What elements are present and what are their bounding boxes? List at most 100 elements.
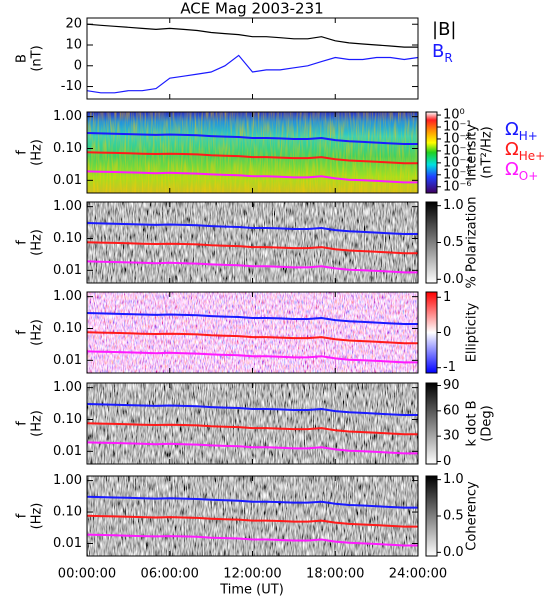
x-tick-label: 24:00:00 (389, 567, 447, 582)
legend-subscript: He+ (519, 149, 545, 163)
legend-subscript: O+ (519, 169, 539, 183)
colorbar-tick-label: 0.0 (443, 272, 464, 287)
chart-title: ACE Mag 2003-231 (180, 0, 323, 18)
colorbar-label: (Deg) (480, 405, 495, 441)
series-line (86, 23, 418, 48)
cyclotron-line (86, 132, 418, 145)
colorbar-tick-label: 0 (443, 454, 451, 469)
panel-frame (86, 17, 419, 100)
legend-subscript: R (444, 51, 452, 65)
colorbar (425, 382, 438, 465)
panel-frame (86, 201, 419, 284)
cyclotron-line (86, 533, 418, 547)
legend-entry: ΩH+ (505, 119, 538, 143)
colorbar-tick-label: 60 (443, 403, 460, 418)
legend-entry: |B| (432, 19, 456, 40)
cyclotron-line (86, 441, 418, 455)
y-axis-label: (nT) (30, 45, 45, 71)
y-tick-label: 0.01 (53, 444, 82, 459)
y-tick-label: 1.00 (53, 473, 82, 488)
legend-entry: BR (432, 41, 453, 65)
panel-frame (86, 111, 419, 194)
y-tick-label: 10 (65, 38, 82, 53)
colorbar-tick-label: 1.0 (443, 472, 464, 487)
y-axis-label: (Hz) (30, 503, 45, 530)
colorbar (425, 201, 438, 284)
colorbar-label: (nT²/Hz) (480, 126, 495, 179)
cyclotron-line (86, 151, 418, 165)
colorbar-tick-label: 1.0 (443, 198, 464, 213)
y-tick-label: 0.01 (53, 353, 82, 368)
colorbar (425, 291, 438, 374)
legend-entry: ΩHe+ (505, 139, 545, 163)
x-tick-label: 18:00:00 (306, 567, 364, 582)
cyclotron-line (86, 422, 418, 436)
y-axis-label: (Hz) (30, 410, 45, 437)
y-tick-label: 0.10 (53, 505, 82, 520)
y-tick-label: 1.00 (53, 199, 82, 214)
y-axis-label: f (15, 330, 30, 335)
y-tick-label: 0.01 (53, 536, 82, 551)
colorbar-tick-label: 1 (443, 290, 451, 305)
y-tick-label: 0 (74, 58, 82, 73)
y-tick-label: -10 (61, 79, 82, 94)
y-axis-label: f (15, 513, 30, 518)
colorbar-tick-label: 0.0 (443, 545, 464, 560)
colorbar-tick-label: 10⁰ (443, 108, 465, 123)
cyclotron-line (86, 350, 418, 364)
y-axis-label: f (15, 421, 30, 426)
colorbar-label: Coherency (465, 481, 480, 551)
y-axis-label: (Hz) (30, 139, 45, 166)
colorbar (425, 111, 438, 194)
y-tick-label: 0.10 (53, 321, 82, 336)
panel-frame (86, 382, 419, 465)
x-tick-label: 00:00:00 (58, 567, 116, 582)
cyclotron-line (86, 514, 418, 528)
colorbar-tick-label: 0.5 (443, 509, 464, 524)
y-tick-label: 0.10 (53, 412, 82, 427)
y-axis-label: B (15, 54, 30, 63)
cyclotron-line (86, 331, 418, 345)
legend-name: Ω (505, 159, 519, 180)
cyclotron-line (86, 260, 418, 274)
colorbar-tick-label: 10⁻³ (443, 143, 472, 158)
y-tick-label: 1.00 (53, 289, 82, 304)
cyclotron-line (86, 170, 418, 184)
legend-name: B (432, 41, 444, 62)
colorbar-tick-label: 10⁻² (443, 131, 472, 146)
colorbar-label: Intensity (465, 124, 480, 181)
colorbar-tick-label: 0 (443, 325, 451, 340)
cyclotron-line (86, 222, 418, 235)
y-tick-label: 1.00 (53, 380, 82, 395)
cyclotron-line (86, 241, 418, 255)
x-axis-label: Time (UT) (219, 583, 284, 598)
y-tick-label: 20 (65, 17, 82, 32)
panel-frame (86, 475, 419, 557)
legend-name: |B| (432, 19, 456, 40)
cyclotron-line (86, 403, 418, 416)
y-axis-label: f (15, 150, 30, 155)
colorbar-tick-label: 90 (443, 378, 460, 393)
colorbar-tick-label: 10⁻⁵ (443, 167, 472, 182)
y-tick-label: 1.00 (53, 109, 82, 124)
colorbar-tick-label: 30 (443, 429, 460, 444)
colorbar-tick-label: 10⁻¹ (443, 120, 472, 135)
series-line (86, 54, 419, 94)
y-tick-label: 0.01 (53, 263, 82, 278)
colorbar (425, 475, 438, 557)
legend-name: Ω (505, 139, 519, 160)
legend-name: Ω (505, 119, 519, 140)
colorbar-tick-label: 10⁻⁶ (443, 179, 472, 194)
colorbar-tick-label: -1 (443, 360, 456, 375)
panel-frame (86, 291, 419, 374)
y-tick-label: 0.10 (53, 231, 82, 246)
y-tick-label: 0.10 (53, 141, 82, 156)
x-tick-label: 12:00:00 (223, 567, 281, 582)
cyclotron-line (86, 312, 418, 325)
cyclotron-line (86, 495, 418, 509)
colorbar-tick-label: 10⁻⁴ (443, 155, 472, 170)
x-tick-label: 06:00:00 (141, 567, 199, 582)
y-axis-label: (Hz) (30, 229, 45, 256)
legend-entry: ΩO+ (505, 159, 538, 183)
